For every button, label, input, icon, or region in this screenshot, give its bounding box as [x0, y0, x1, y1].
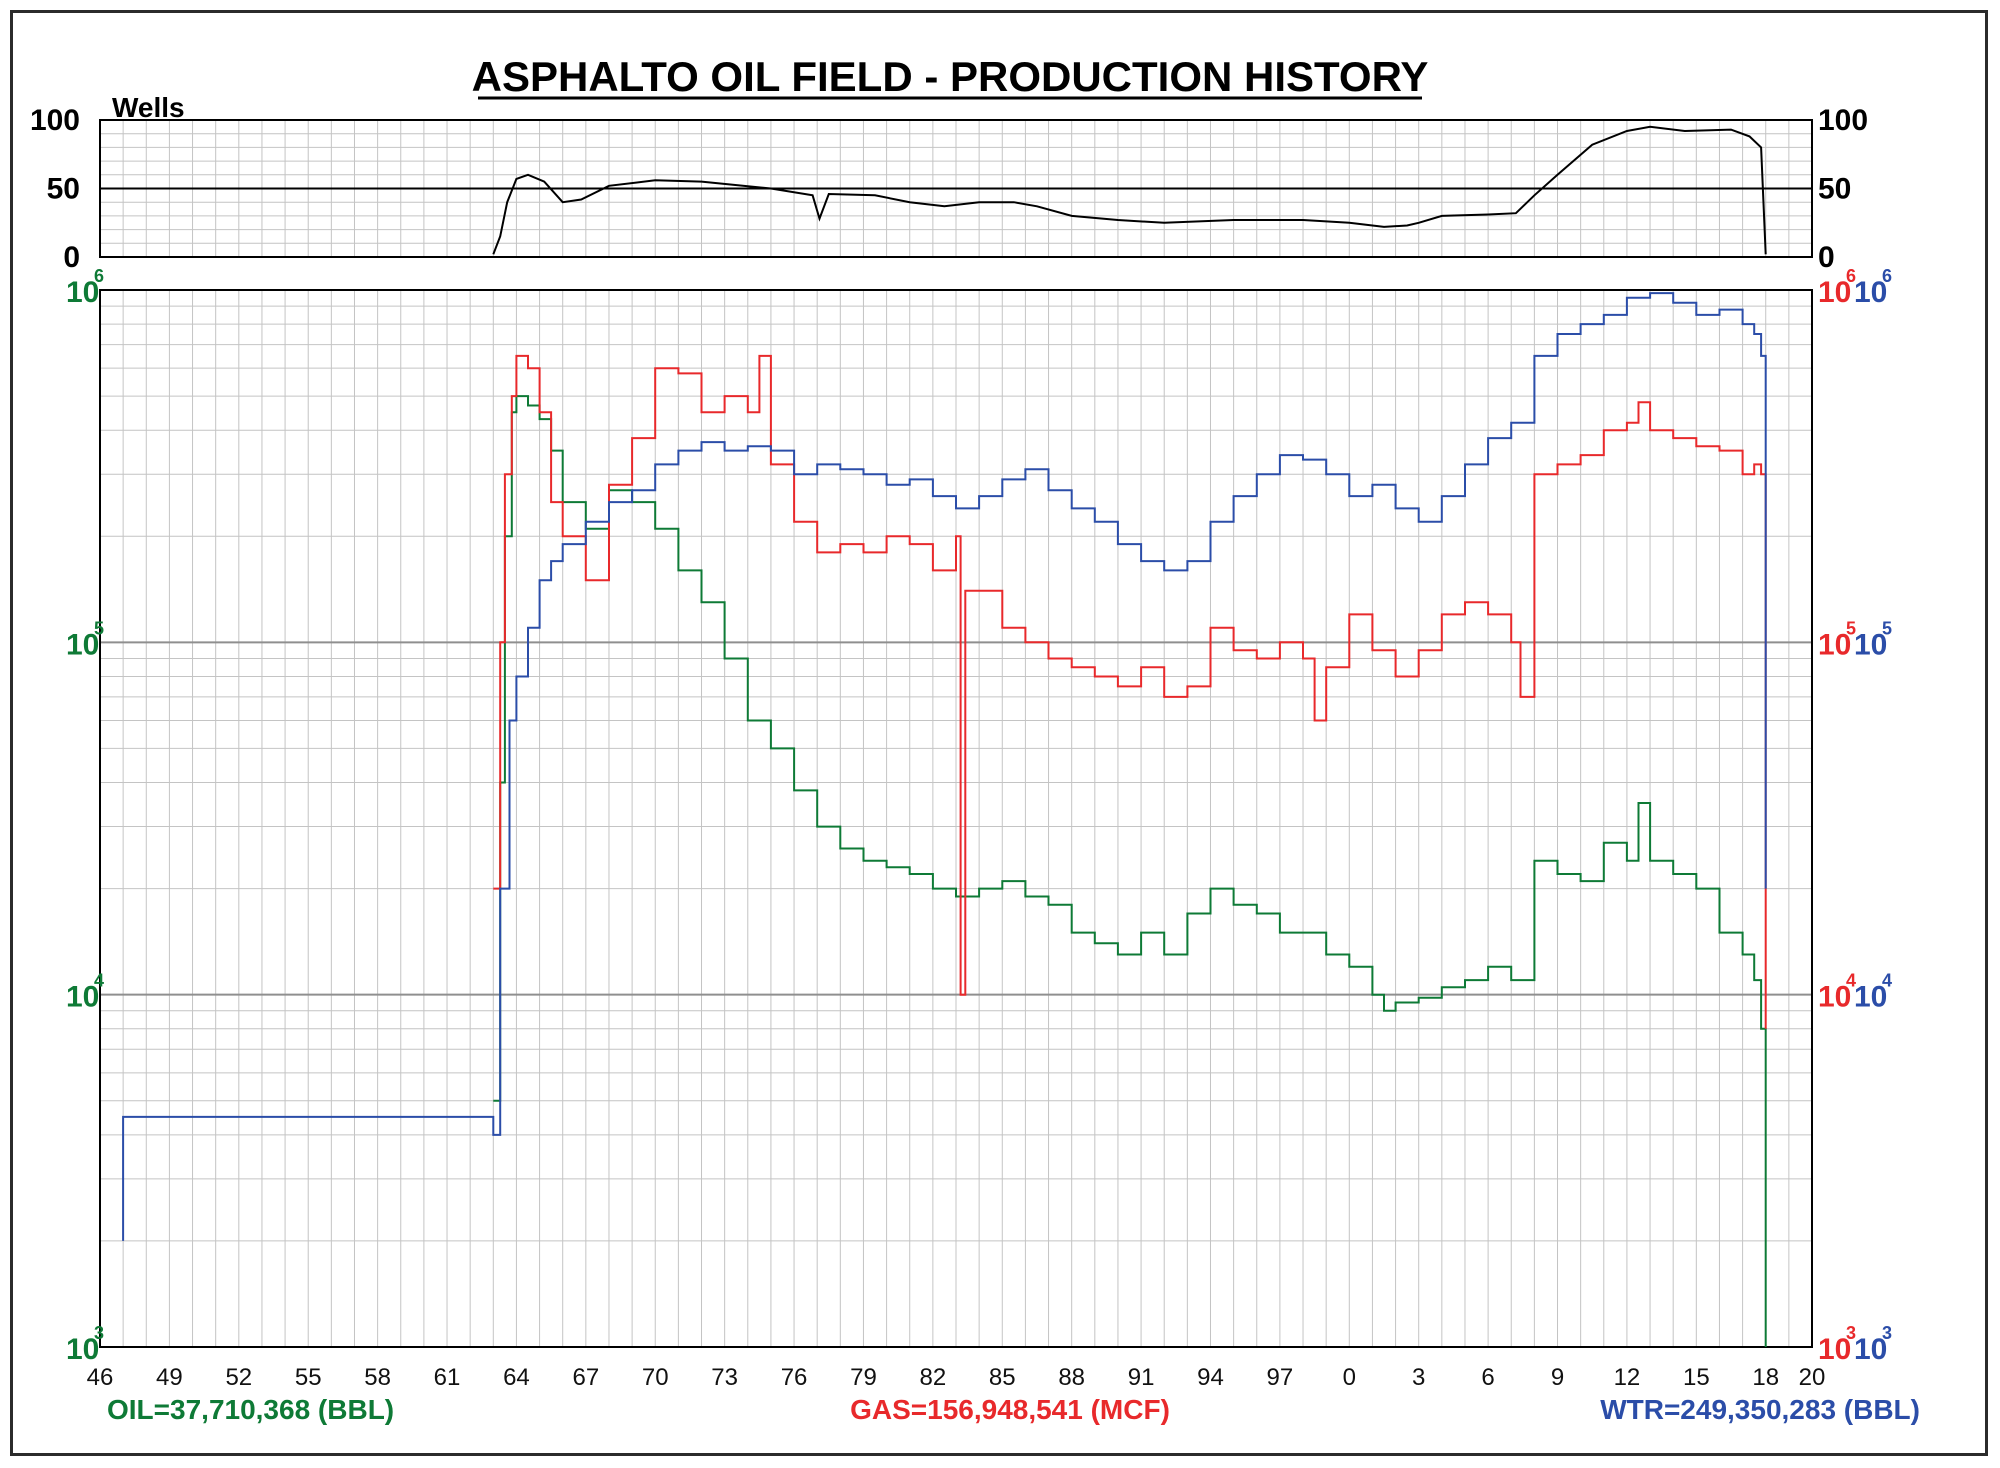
- x-tick-label: 52: [225, 1364, 252, 1391]
- wells-grid: [99, 120, 1813, 257]
- left-tick-exponent: 6: [94, 266, 104, 286]
- right-tick-gas-base: 10: [1818, 628, 1851, 661]
- x-tick-label: 6: [1481, 1364, 1494, 1391]
- x-axis-ticks: 46 49 52 55 58 61 64 67 70 73 76 79 82 85 88 91 94 97 0 3 6 9…: [87, 1364, 1826, 1391]
- right-tick-water-exponent: 5: [1882, 618, 1892, 638]
- x-tick-label: 18: [1752, 1364, 1779, 1391]
- x-tick-label: 15: [1683, 1364, 1710, 1391]
- right-tick-water-base: 10: [1854, 1333, 1887, 1366]
- x-tick-label: 97: [1267, 1364, 1294, 1391]
- right-tick-water-exponent: 3: [1882, 1323, 1892, 1343]
- production-panel-border: [99, 289, 1813, 1348]
- production-series: [122, 292, 1767, 1347]
- oil-production-line: [493, 395, 1767, 1347]
- water-production-line: [122, 292, 1767, 1241]
- gas-total: GAS=156,948,541 (MCF): [850, 1394, 1170, 1425]
- oil-total: OIL=37,710,368 (BBL): [107, 1394, 394, 1425]
- right-tick-gas-base: 10: [1818, 981, 1851, 1014]
- x-tick-label: 67: [572, 1364, 599, 1391]
- x-tick-label: 82: [920, 1364, 947, 1391]
- wells-panel-border: [99, 119, 1813, 258]
- right-tick-gas-base: 10: [1818, 1333, 1851, 1366]
- left-tick-exponent: 4: [94, 971, 104, 991]
- left-tick-base: 10: [66, 981, 99, 1014]
- x-tick-label: 76: [781, 1364, 808, 1391]
- x-tick-label: 91: [1128, 1364, 1155, 1391]
- x-tick-label: 58: [364, 1364, 391, 1391]
- wells-ticks: 0 0 50 50 100 100: [30, 104, 1868, 274]
- x-tick-label: 3: [1412, 1364, 1425, 1391]
- wells-right-tick: 0: [1818, 241, 1835, 274]
- chart-title: ASPHALTO OIL FIELD - PRODUCTION HISTORY: [472, 53, 1429, 100]
- wells-series: [492, 125, 1767, 255]
- x-tick-label: 70: [642, 1364, 669, 1391]
- wells-count-line: [492, 125, 1767, 255]
- gas-production-line: [493, 354, 1767, 1029]
- x-tick-label: 49: [156, 1364, 183, 1391]
- x-tick-label: 9: [1551, 1364, 1564, 1391]
- x-tick-label: 79: [850, 1364, 877, 1391]
- x-tick-label: 88: [1058, 1364, 1085, 1391]
- wells-panel: Wells 0 0 50 50 100 100: [30, 92, 1868, 274]
- production-grid: [99, 290, 1813, 1348]
- right-tick-gas-exponent: 5: [1846, 618, 1856, 638]
- x-tick-label: 85: [989, 1364, 1016, 1391]
- right-tick-water-base: 10: [1854, 276, 1887, 309]
- left-tick-base: 10: [66, 1333, 99, 1366]
- x-tick-label: 46: [87, 1364, 114, 1391]
- left-tick-base: 10: [66, 628, 99, 661]
- wells-left-tick: 50: [47, 173, 80, 206]
- left-tick-base: 10: [66, 276, 99, 309]
- x-tick-label: 20: [1799, 1364, 1826, 1391]
- left-tick-exponent: 5: [94, 618, 104, 638]
- right-tick-water-exponent: 4: [1882, 971, 1892, 991]
- right-tick-water-base: 10: [1854, 628, 1887, 661]
- left-tick-exponent: 3: [94, 1323, 104, 1343]
- water-total: WTR=249,350,283 (BBL): [1600, 1394, 1920, 1425]
- x-tick-label: 61: [434, 1364, 461, 1391]
- right-tick-gas-exponent: 3: [1846, 1323, 1856, 1343]
- wells-left-tick: 100: [30, 104, 80, 137]
- wells-left-tick: 0: [63, 241, 80, 274]
- wells-right-tick: 100: [1818, 104, 1868, 137]
- x-tick-label: 73: [711, 1364, 738, 1391]
- x-tick-label: 64: [503, 1364, 530, 1391]
- right-tick-water-exponent: 6: [1882, 266, 1892, 286]
- right-tick-water-base: 10: [1854, 981, 1887, 1014]
- chart-frame: [10, 10, 1988, 1456]
- wells-right-tick: 50: [1818, 173, 1851, 206]
- x-tick-label: 94: [1197, 1364, 1224, 1391]
- right-tick-gas-exponent: 4: [1846, 971, 1856, 991]
- right-tick-gas-base: 10: [1818, 276, 1851, 309]
- right-tick-gas-exponent: 6: [1846, 266, 1856, 286]
- wells-axis-label: Wells: [112, 92, 185, 123]
- x-tick-label: 55: [295, 1364, 322, 1391]
- x-tick-label: 0: [1343, 1364, 1356, 1391]
- x-tick-label: 12: [1614, 1364, 1641, 1391]
